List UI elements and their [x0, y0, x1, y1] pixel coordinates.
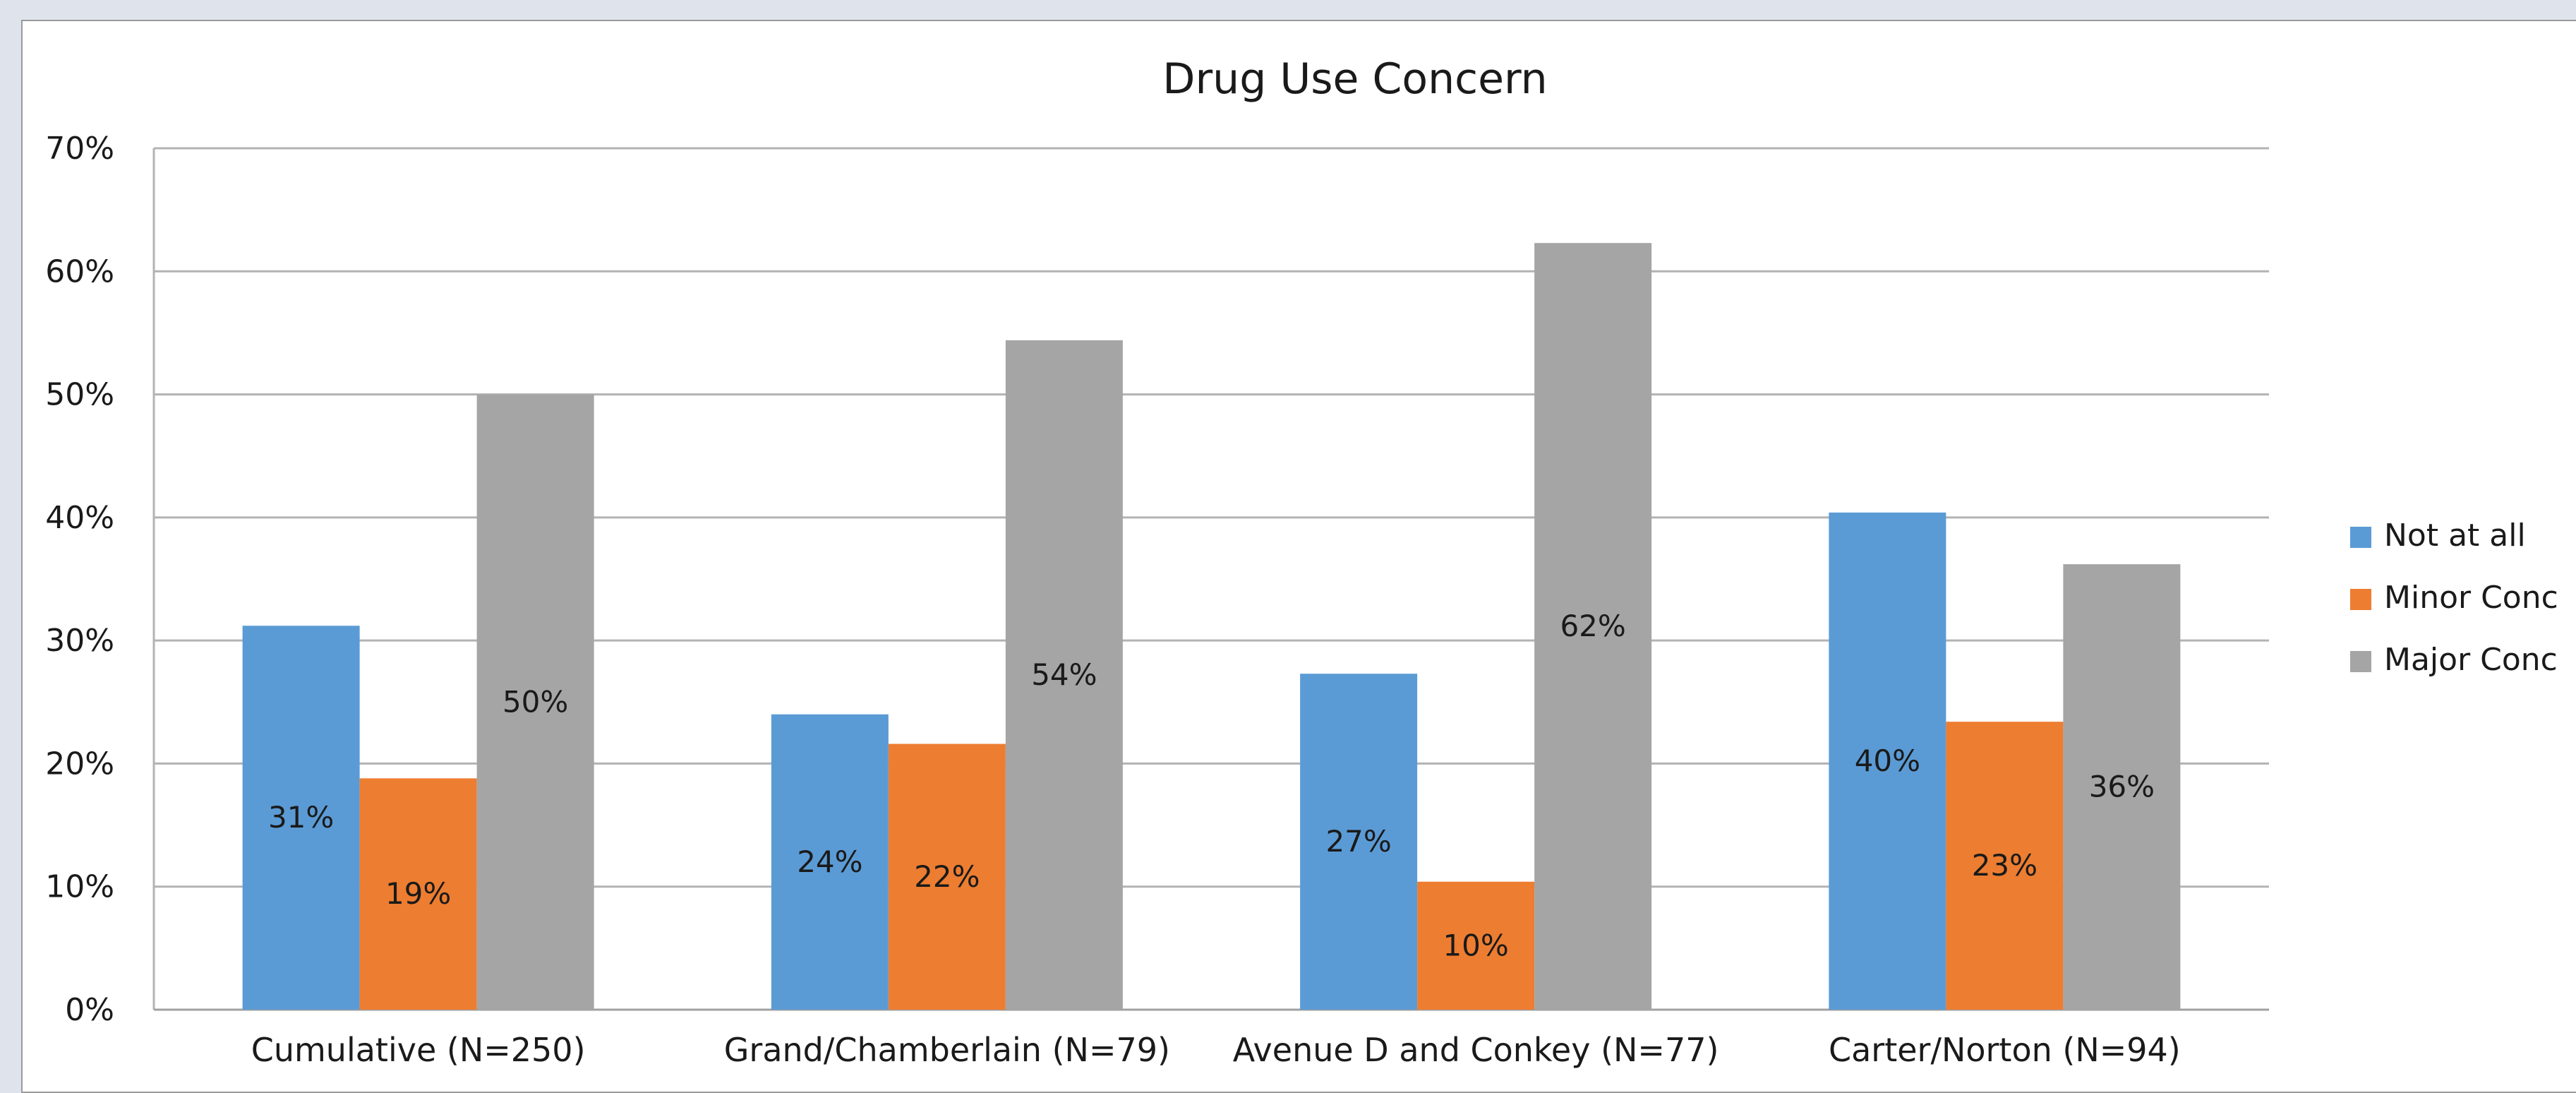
legend-label: Major Conc: [2384, 642, 2558, 678]
legend: Not at all Minor Conc Major Conc: [2350, 518, 2558, 678]
bars: [242, 243, 2181, 1010]
data-label: 23%: [1972, 848, 2038, 883]
data-label: 24%: [797, 844, 862, 879]
y-tick-label: 0%: [65, 992, 114, 1028]
bar: [1534, 243, 1652, 1010]
legend-label: Not at all: [2384, 518, 2526, 554]
legend-swatch: [2350, 589, 2371, 610]
bar: [1946, 722, 2064, 1010]
bar: [1300, 674, 1418, 1010]
legend-swatch: [2350, 527, 2371, 548]
bar: [1417, 881, 1535, 1010]
x-tick-label: Grand/Chamberlain (N=79): [724, 1031, 1170, 1069]
data-label: 31%: [268, 800, 334, 835]
y-tick-label: 10%: [45, 869, 114, 905]
data-label: 54%: [1031, 657, 1097, 692]
x-tick-label: Cumulative (N=250): [251, 1031, 586, 1069]
y-tick-label: 70%: [45, 131, 114, 167]
bar: [888, 743, 1006, 1010]
data-label: 50%: [502, 684, 568, 719]
x-tick-label: Carter/Norton (N=94): [1829, 1031, 2181, 1069]
y-tick-label: 50%: [45, 377, 114, 413]
x-tick-label: Avenue D and Conkey (N=77): [1233, 1031, 1719, 1069]
data-label: 22%: [914, 859, 980, 894]
data-label: 40%: [1855, 743, 1920, 778]
y-axis-ticks: 0% 10% 20% 30% 40% 50% 60% 70%: [45, 131, 114, 1028]
data-label: 27%: [1325, 824, 1391, 859]
bar: [1005, 340, 1123, 1010]
chart-title: Drug Use Concern: [1162, 54, 1547, 104]
data-label: 36%: [2089, 770, 2155, 804]
legend-label: Minor Conc: [2384, 580, 2558, 616]
y-tick-label: 20%: [45, 746, 114, 782]
y-tick-label: 40%: [45, 500, 114, 536]
x-axis-categories: Cumulative (N=250) Grand/Chamberlain (N=7…: [251, 1031, 2181, 1069]
bar: [359, 778, 477, 1010]
bar: [771, 714, 889, 1010]
bar: [2063, 564, 2181, 1010]
y-tick-label: 30%: [45, 623, 114, 659]
y-tick-label: 60%: [45, 253, 114, 289]
data-labels: 31% 19% 50% 24% 22% 54% 27% 10% 62% 40% 23% 36%: [268, 609, 2155, 962]
legend-swatch: [2350, 651, 2371, 672]
bar: [242, 626, 360, 1010]
data-label: 19%: [385, 876, 451, 911]
bar: [1829, 512, 1946, 1010]
data-label: 10%: [1443, 928, 1508, 962]
bar: [476, 394, 594, 1010]
data-label: 62%: [1560, 609, 1625, 643]
